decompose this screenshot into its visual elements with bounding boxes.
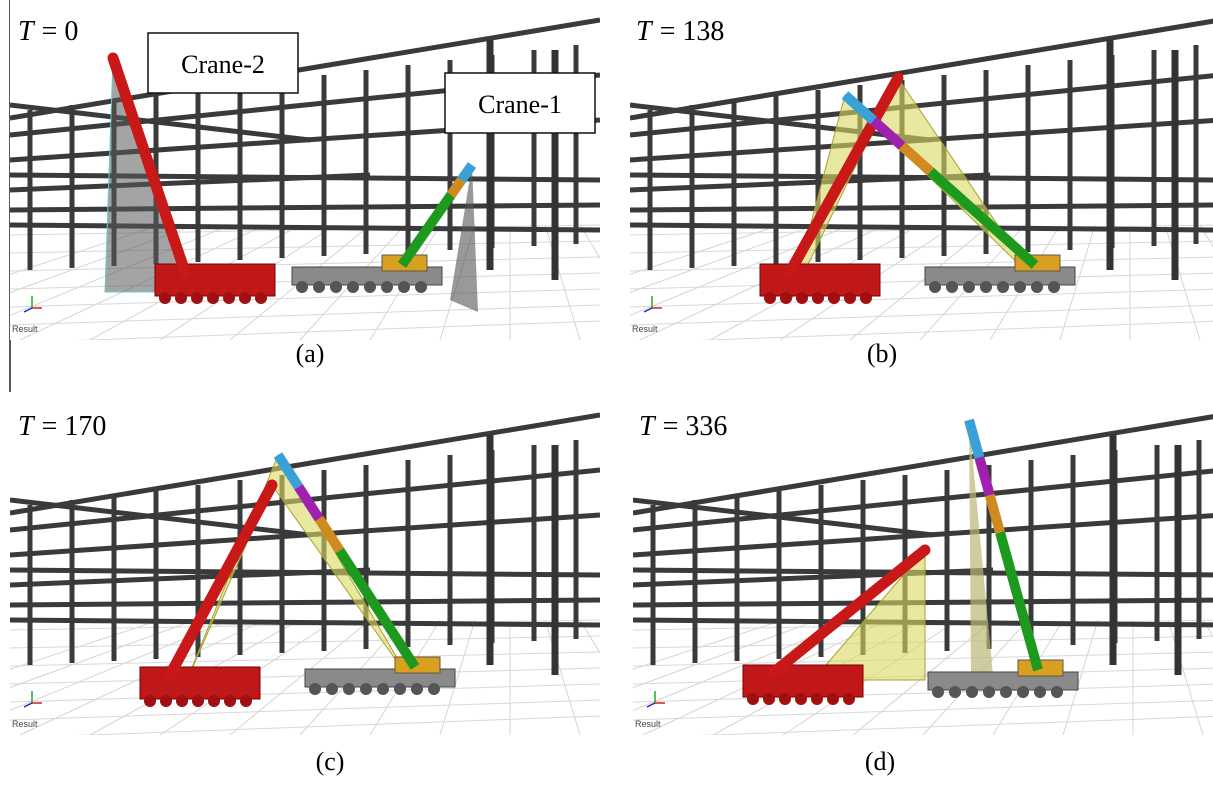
wheel xyxy=(811,693,823,705)
wheel xyxy=(860,292,872,304)
wheel xyxy=(966,686,978,698)
watermark: Result xyxy=(635,719,661,729)
wheel xyxy=(364,281,376,293)
time-label: T= 170 xyxy=(18,411,106,442)
wheel xyxy=(428,683,440,695)
panel-caption: (b) xyxy=(867,339,897,368)
wheel xyxy=(1048,281,1060,293)
wheel xyxy=(844,292,856,304)
wheel xyxy=(313,281,325,293)
wheel xyxy=(239,292,251,304)
wheel xyxy=(980,281,992,293)
panel-caption: (c) xyxy=(316,747,345,776)
wheel xyxy=(932,686,944,698)
callout-label: Crane-1 xyxy=(478,90,562,119)
time-symbol: T xyxy=(639,411,657,442)
time-value: = 336 xyxy=(663,411,728,442)
wheel xyxy=(795,693,807,705)
wheel xyxy=(812,292,824,304)
wheel xyxy=(796,292,808,304)
wheel xyxy=(176,695,188,707)
wheel xyxy=(360,683,372,695)
wheel xyxy=(949,686,961,698)
time-value: = 138 xyxy=(660,16,725,47)
time-symbol: T xyxy=(18,411,36,442)
time-label: T= 138 xyxy=(636,16,724,47)
wheel xyxy=(144,695,156,707)
crane-2-carrier xyxy=(155,264,275,296)
wheel xyxy=(309,683,321,695)
wheel xyxy=(1034,686,1046,698)
wheel xyxy=(828,292,840,304)
wheel xyxy=(1014,281,1026,293)
wheel xyxy=(997,281,1009,293)
callout-label: Crane-2 xyxy=(181,50,265,79)
wheel xyxy=(394,683,406,695)
wheel xyxy=(747,693,759,705)
wheel xyxy=(843,693,855,705)
wheel xyxy=(827,693,839,705)
wheel xyxy=(963,281,975,293)
wheel xyxy=(330,281,342,293)
wheel xyxy=(946,281,958,293)
time-label: T= 0 xyxy=(18,16,78,47)
watermark: Result xyxy=(12,719,38,729)
wheel xyxy=(240,695,252,707)
wheel xyxy=(763,693,775,705)
wheel xyxy=(159,292,171,304)
wheel xyxy=(1031,281,1043,293)
crane-2-carrier xyxy=(743,665,863,697)
figure: ResultT= 0Crane-2Crane-1(a)ResultT= 138(… xyxy=(0,0,1213,787)
watermark: Result xyxy=(12,324,38,334)
time-label: T= 336 xyxy=(639,411,727,442)
wheel xyxy=(255,292,267,304)
wheel xyxy=(347,281,359,293)
wheel xyxy=(224,695,236,707)
wheel xyxy=(1051,686,1063,698)
watermark: Result xyxy=(632,324,658,334)
wheel xyxy=(326,683,338,695)
wheel xyxy=(191,292,203,304)
wheel xyxy=(398,281,410,293)
wheel xyxy=(415,281,427,293)
wheel xyxy=(381,281,393,293)
crane-2-carrier xyxy=(140,667,260,699)
wheel xyxy=(1017,686,1029,698)
time-symbol: T xyxy=(636,16,654,47)
wheel xyxy=(779,693,791,705)
time-value: = 170 xyxy=(42,411,107,442)
time-value: = 0 xyxy=(42,16,79,47)
wheel xyxy=(983,686,995,698)
wheel xyxy=(223,292,235,304)
time-symbol: T xyxy=(18,16,36,47)
wheel xyxy=(296,281,308,293)
wheel xyxy=(764,292,776,304)
wheel xyxy=(780,292,792,304)
wheel xyxy=(377,683,389,695)
wheel xyxy=(929,281,941,293)
crane-2-carrier xyxy=(760,264,880,296)
wheel xyxy=(208,695,220,707)
wheel xyxy=(175,292,187,304)
wheel xyxy=(207,292,219,304)
panel-caption: (a) xyxy=(296,339,325,368)
wheel xyxy=(1000,686,1012,698)
wheel xyxy=(343,683,355,695)
wheel xyxy=(411,683,423,695)
wheel xyxy=(160,695,172,707)
panel-caption: (d) xyxy=(865,747,895,776)
wheel xyxy=(192,695,204,707)
